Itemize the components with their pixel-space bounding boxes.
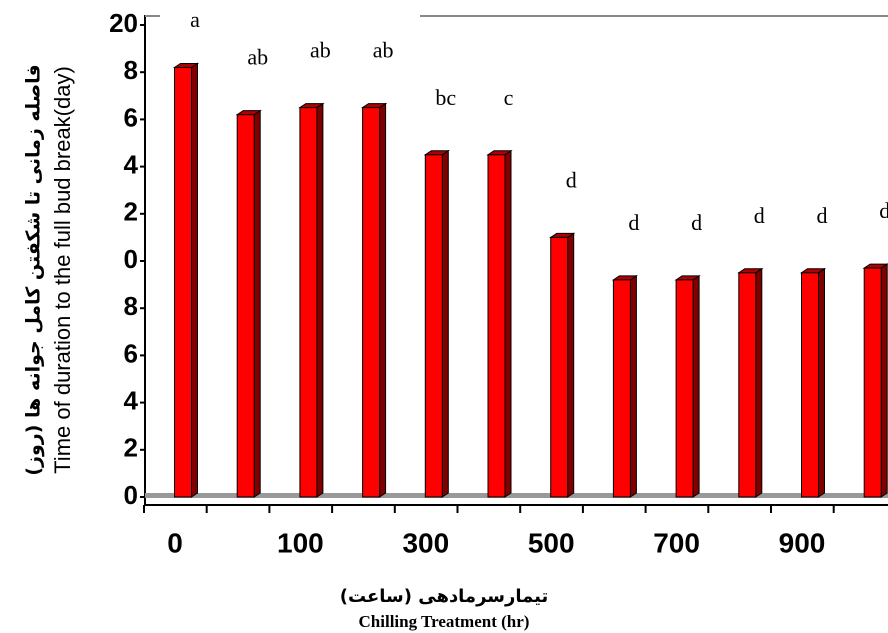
bar <box>863 267 882 498</box>
bar <box>738 272 757 498</box>
bar-side <box>818 267 825 498</box>
y-tick-label: 2 <box>124 197 138 227</box>
significance-letter: c <box>504 85 514 110</box>
significance-letter: ab <box>310 38 331 63</box>
significance-letter: d <box>628 210 639 235</box>
bar-side <box>253 109 261 498</box>
bar-side <box>880 263 888 498</box>
significance-letter: ab <box>247 45 268 70</box>
bar <box>675 279 694 498</box>
y-tick-label: 4 <box>124 149 139 179</box>
x-tick-label: 700 <box>653 527 700 558</box>
bar <box>424 154 443 498</box>
bar <box>612 279 631 498</box>
bar-side <box>504 149 512 498</box>
significance-letter: d <box>566 167 577 192</box>
floor <box>145 493 888 498</box>
significance-letter: a <box>190 7 200 32</box>
x-tick-label: 300 <box>402 527 449 558</box>
bar-side <box>441 149 449 498</box>
significance-letter: bc <box>435 85 456 110</box>
y-title-en: Time of duration to the full bud break(d… <box>50 66 75 474</box>
y-tick-label: 6 <box>124 338 138 368</box>
bar <box>299 107 318 498</box>
x-tick-label: 0 <box>167 527 183 558</box>
y-tick-label: 4 <box>124 385 139 415</box>
significance-letter: ab <box>373 38 394 63</box>
bar-side <box>379 102 387 498</box>
bar-side <box>755 267 763 498</box>
x-tick-label: 100 <box>277 527 324 558</box>
significance-letter: d <box>754 203 765 228</box>
x-title-en: Chilling Treatment (hr) <box>359 612 530 631</box>
y-tick-label: 20 <box>109 8 138 38</box>
bar-side <box>692 274 700 498</box>
y-tick-label: 0 <box>124 480 138 510</box>
y-tick-label: 8 <box>124 291 138 321</box>
x-tick-label: 500 <box>528 527 575 558</box>
bar <box>362 107 381 498</box>
bar <box>801 272 819 498</box>
y-title-fa: فاصله زمانی تا شکفتن کامل جوانه ها (روز) <box>23 64 45 475</box>
bar-side <box>629 274 637 498</box>
x-title-fa: تیمارسرمادهی (ساعت) <box>340 586 549 607</box>
bar <box>550 236 569 498</box>
y-tick-label: 8 <box>124 55 138 85</box>
bar-side <box>316 102 324 498</box>
y-title: فاصله زمانی تا شکفتن کامل جوانه ها (روز)… <box>23 64 75 475</box>
y-tick-label: 2 <box>124 433 138 463</box>
bar-side <box>567 232 575 498</box>
bar <box>174 66 192 498</box>
significance-letter: d <box>879 198 888 223</box>
bar <box>487 154 506 498</box>
significance-letter: d <box>817 203 828 228</box>
bar <box>236 114 255 498</box>
bar-side <box>191 62 198 498</box>
x-tick-label: 900 <box>779 527 826 558</box>
significance-letter: d <box>691 210 702 235</box>
y-tick-label: 6 <box>124 102 138 132</box>
y-tick-label: 0 <box>124 244 138 274</box>
